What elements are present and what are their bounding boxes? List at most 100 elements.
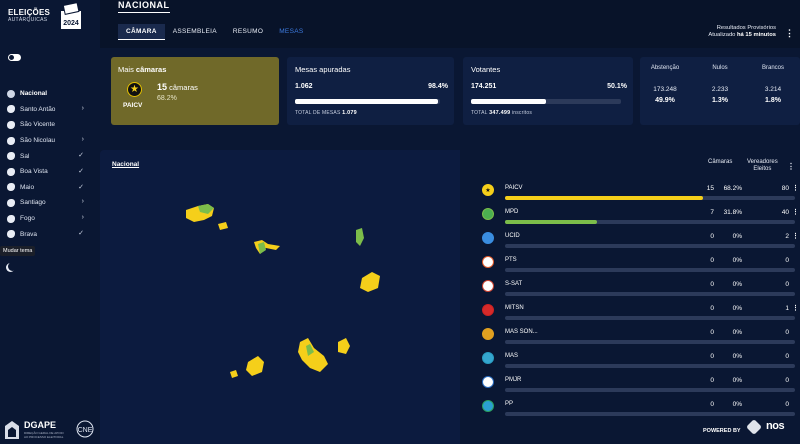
island-icon (7, 167, 15, 176)
dgape-logo: DGAPE DIREÇÃO GERAL DE APOIO AO PROCESSO… (4, 420, 64, 440)
party-camaras: 15 (706, 185, 714, 192)
party-row-mitsn[interactable]: MITSN 0 0% 1 ⋮ (482, 304, 799, 326)
island-maio[interactable] (338, 338, 350, 354)
party-row-paicv[interactable]: ★ PAICV 15 68.2% 80 ⋮ (482, 184, 799, 206)
island-fogo[interactable] (246, 356, 264, 376)
check-icon: ✓ (78, 230, 84, 238)
island-boa-vista[interactable] (360, 272, 380, 292)
abstention-card: Abstenção 173.248 49.9% Nulos 2.233 1.3%… (640, 57, 800, 125)
island-sao-vicente[interactable] (218, 222, 228, 230)
tab-camara[interactable]: CÂMARA (118, 24, 165, 40)
party-progress (505, 268, 795, 272)
mesas-pct: 98.4% (428, 83, 448, 90)
party-name: PMJR (505, 377, 522, 383)
island-sao-nicolau[interactable] (254, 240, 280, 254)
party-name: UCID (505, 233, 520, 239)
sidebar-item-label: Sal (20, 152, 30, 160)
tab-mesas[interactable]: MESAS (279, 28, 304, 35)
abstencao-col: Abstenção 173.248 49.9% (650, 65, 680, 104)
party-name: S-SAT (505, 281, 523, 287)
camaras-count: 15 câmaras (157, 82, 198, 92)
sidebar-item-boa-vista[interactable]: Boa Vista ✓ (0, 164, 100, 180)
most-camaras-title: Mais câmaras (118, 65, 167, 74)
party-progress-fill (505, 196, 703, 200)
party-logo-icon (482, 352, 494, 364)
tab-bar: CÂMARA ASSEMBLEIA RESUMO MESAS (118, 24, 311, 40)
party-vereadores: 2 (785, 233, 789, 240)
chevron-right-icon: › (81, 198, 84, 206)
party-menu-icon[interactable]: ⋮ (792, 233, 799, 240)
party-row-pts[interactable]: PTS 0 0% 0 (482, 256, 798, 278)
party-row-s-sat[interactable]: S-SAT 0 0% 0 (482, 280, 798, 302)
results-panel: Câmaras Vereadores Eleitos ⋮ ★ PAICV 15 68.2… (460, 150, 800, 444)
nos-logo: nos (766, 420, 785, 432)
dgape-emblem-icon (5, 421, 19, 439)
party-logo-icon (482, 208, 494, 220)
nulos-col: Nulos 2.233 1.3% (711, 65, 729, 104)
party-pct: 0% (732, 233, 742, 240)
mesas-value: 1.062 (295, 83, 313, 90)
party-menu-icon[interactable]: ⋮ (792, 185, 799, 192)
party-menu-icon[interactable]: ⋮ (792, 209, 799, 216)
party-row-pp[interactable]: PP 0 0% 0 (482, 400, 798, 422)
party-progress (505, 364, 795, 368)
map-title[interactable]: Nacional (112, 161, 140, 168)
top-header: NACIONAL CÂMARA ASSEMBLEIA RESUMO MESAS … (100, 0, 800, 48)
tab-assembleia[interactable]: ASSEMBLEIA (172, 28, 217, 35)
dgape-subtitle: DIREÇÃO GERAL DE APOIO AO PROCESSO ELEIT… (24, 431, 64, 439)
party-pct: 0% (732, 401, 742, 408)
sidebar-item-label: Santo Antão (20, 105, 56, 113)
results-menu-icon[interactable]: ⋮ (787, 162, 795, 171)
party-logo-icon (482, 280, 494, 292)
island-sal[interactable] (356, 228, 364, 246)
party-row-mas[interactable]: MAS 0 0% 0 (482, 352, 798, 374)
party-row-ucid[interactable]: UCID 0 0% 2 ⋮ (482, 232, 799, 254)
sidebar-item-fogo[interactable]: Fogo › (0, 211, 100, 227)
sidebar-item-maio[interactable]: Maio ✓ (0, 180, 100, 196)
party-row-mpd[interactable]: MPD 7 31.8% 40 ⋮ (482, 208, 799, 230)
sidebar-item-s-o-nicolau[interactable]: São Nicolau › (0, 133, 100, 149)
party-logo-icon: ★ (482, 184, 494, 196)
sidebar-toggle-switch[interactable] (8, 54, 21, 61)
votantes-value: 174.251 (471, 83, 497, 90)
party-logo-icon (482, 328, 494, 340)
elections-logo[interactable]: ELEIÇÕES AUTÁRQUICAS 2024 (6, 2, 86, 30)
camaras-header: Câmaras (708, 159, 733, 165)
party-pct: 0% (732, 305, 742, 312)
sidebar-item-santo-ant-o[interactable]: Santo Antão › (0, 102, 100, 118)
paicv-star-icon: ★ (127, 82, 142, 97)
party-vereadores: 0 (785, 281, 789, 288)
island-brava[interactable] (230, 370, 238, 378)
sidebar-item-s-o-vicente[interactable]: São Vicente (0, 117, 100, 133)
party-progress (505, 196, 795, 200)
island-icon (7, 183, 15, 192)
party-name: PTS (505, 257, 517, 263)
party-row-pmjr[interactable]: PMJR 0 0% 0 (482, 376, 798, 398)
votantes-progress (471, 99, 621, 104)
party-menu-icon[interactable]: ⋮ (792, 305, 799, 312)
dgape-title: DGAPE (24, 420, 57, 430)
moon-icon[interactable] (8, 262, 17, 271)
results-status-line1: Resultados Provisórios (716, 25, 776, 31)
logo-title: ELEIÇÕES (8, 8, 51, 17)
party-progress (505, 388, 795, 392)
sidebar-item-santiago[interactable]: Santiago › (0, 195, 100, 211)
party-pct: 68.2% (723, 185, 742, 192)
tab-resumo[interactable]: RESUMO (232, 28, 264, 35)
votantes-title: Votantes (471, 65, 501, 74)
party-camaras: 0 (710, 377, 714, 384)
party-name: MAS (505, 353, 519, 359)
sidebar-item-sal[interactable]: Sal ✓ (0, 148, 100, 164)
check-icon: ✓ (78, 152, 84, 160)
sidebar-item-nacional[interactable]: Nacional (0, 86, 100, 102)
sidebar-item-brava[interactable]: Brava ✓ (0, 226, 100, 242)
chevron-right-icon: › (81, 135, 84, 143)
island-santiago[interactable] (298, 338, 328, 372)
party-name: MAS SON... (505, 329, 538, 335)
header-menu-icon[interactable]: ⋮ (785, 28, 794, 38)
party-camaras: 0 (710, 353, 714, 360)
party-row-mas-son-[interactable]: MAS SON... 0 0% 0 (482, 328, 798, 350)
island-icon (7, 214, 15, 223)
island-santo-antao[interactable] (186, 204, 214, 222)
party-vereadores: 40 (781, 209, 789, 216)
